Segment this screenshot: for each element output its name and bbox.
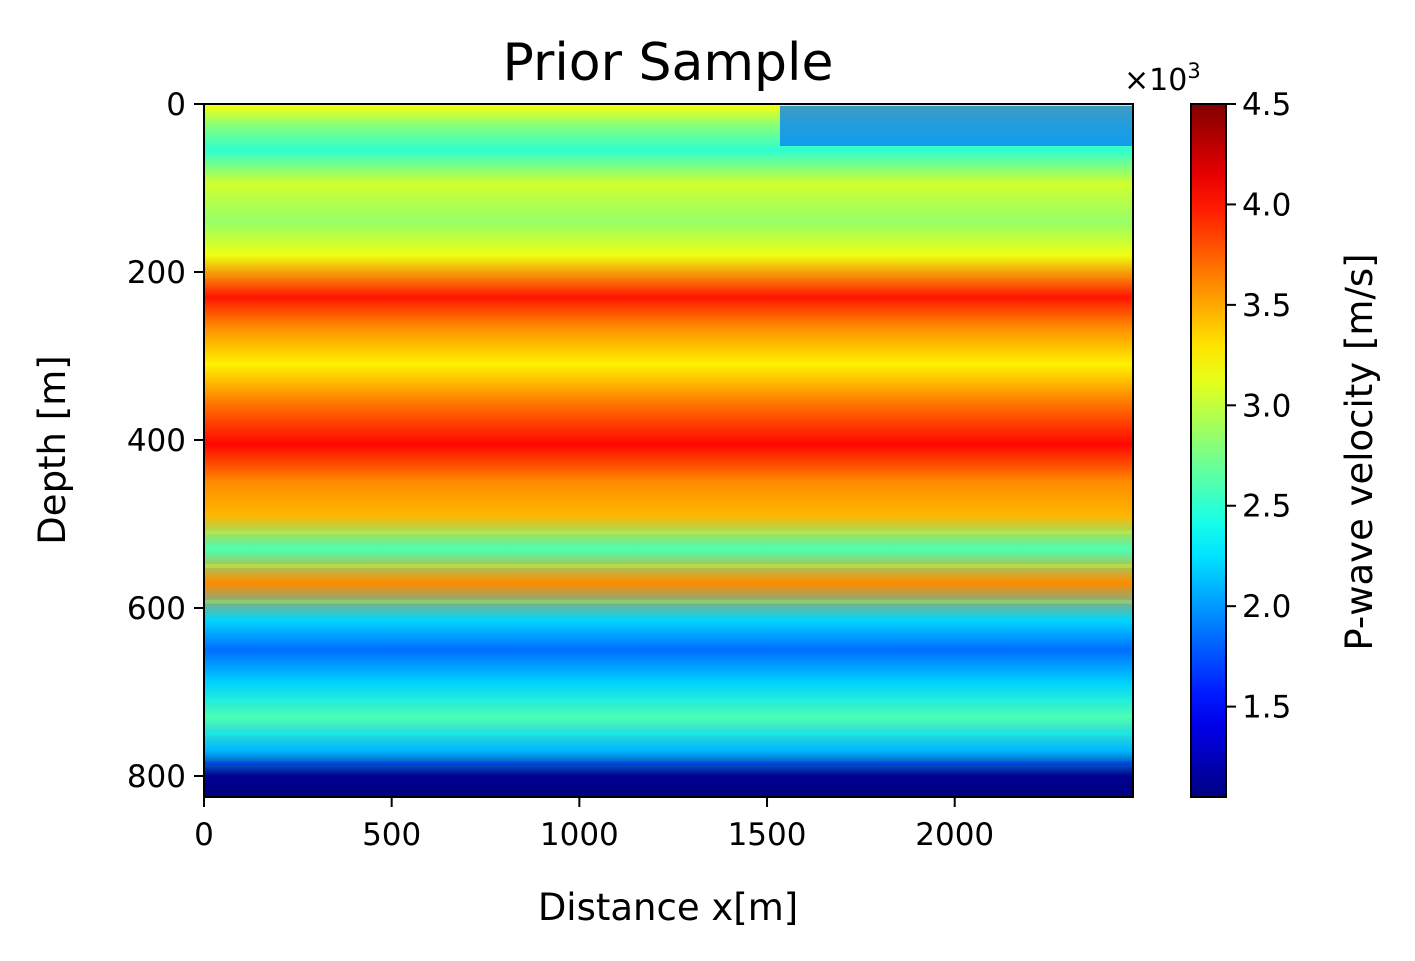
heatmap-streak [204,564,1133,568]
colorbar-label: P-wave velocity [m/s] [1338,253,1381,650]
heatmap-streak [204,461,1133,466]
heatmap-streak [204,732,1133,736]
chart-title: Prior Sample [503,33,834,93]
heatmap-streak [204,633,1133,638]
y-axis-label: Depth [m] [31,355,74,544]
colorbar-tick-label: 3.0 [1242,388,1291,424]
colorbar-multiplier: ×103 [1124,59,1201,98]
y-tick-label: 600 [127,591,186,627]
heatmap-streak [204,496,1133,501]
heatmap-streak [204,112,1133,117]
heatmap-streak [204,309,1133,314]
heatmap-streak [204,599,1133,604]
heatmap-streak [204,236,1133,241]
heatmap-streak [204,274,1133,279]
heatmap-streak [204,343,1133,348]
x-tick-label: 1000 [540,817,619,853]
heatmap-image [204,104,1133,797]
x-tick-label: 2000 [915,817,994,853]
y-axis: 0 200 400 600 800 [127,87,204,795]
heatmap-streak [204,135,1133,140]
colorbar-axis: 1.5 2.0 2.5 3.0 3.5 4.0 4.5 [1226,87,1291,726]
heatmap-streak [204,200,1133,205]
heatmap-streak [204,698,1133,703]
y-tick-label: 800 [127,759,186,795]
colorbar: 1.5 2.0 2.5 3.0 3.5 4.0 4.5 ×103 P-wave veloci… [1124,59,1381,798]
y-tick-label: 0 [166,87,186,123]
plot-frame [203,103,1134,798]
colorbar-tick-label: 2.0 [1242,589,1291,625]
colorbar-gradient [1190,103,1227,798]
heatmap-streak [204,761,1133,766]
heatmap-streak [204,383,1133,388]
heatmap-streak [204,530,1133,535]
heatmap-streak [204,423,1133,428]
x-axis-label: Distance x[m] [538,886,798,929]
heatmap-lateral-variation [204,106,1133,789]
heatmap-low-velocity-patch [779,106,1132,146]
colorbar-tick-label: 2.5 [1242,489,1291,525]
x-tick-label: 0 [194,817,214,853]
colorbar-tick-label: 4.0 [1242,187,1291,223]
x-axis: 0 500 1000 1500 2000 [194,797,994,853]
heatmap-streak [204,664,1133,669]
y-tick-label: 200 [127,255,186,291]
x-tick-label: 1500 [728,817,807,853]
colorbar-tick-label: 3.5 [1242,288,1291,324]
colorbar-tick-label: 1.5 [1242,690,1291,726]
x-tick-label: 500 [362,817,421,853]
heatmap-streak [204,784,1133,789]
colorbar-tick-label: 4.5 [1242,87,1291,123]
heatmap-streak [204,165,1133,169]
heatmap-area [203,103,1134,798]
y-tick-label: 400 [127,423,186,459]
